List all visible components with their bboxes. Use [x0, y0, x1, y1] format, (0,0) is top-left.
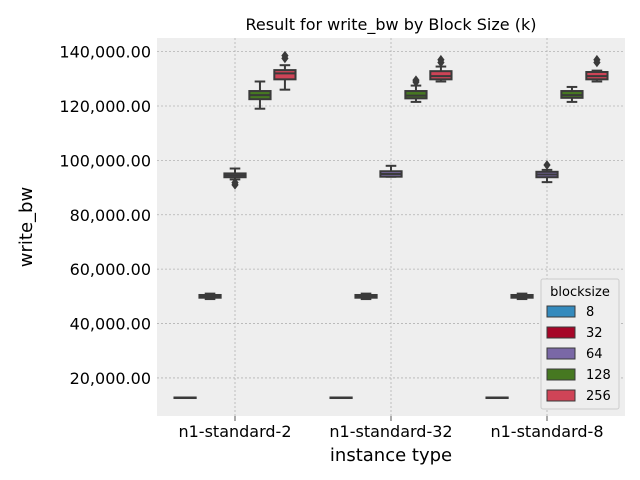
box-8-n1-standard-8 [485, 396, 509, 400]
legend-label-256: 256 [586, 389, 611, 404]
y-tick-label: 40,000.00 [70, 315, 151, 334]
legend-swatch-256 [546, 389, 576, 402]
box-32-n1-standard-8 [510, 292, 534, 301]
box-8-n1-standard-32 [329, 396, 353, 400]
box-32-n1-standard-32 [354, 292, 378, 301]
box-64-n1-standard-2 [223, 167, 247, 190]
legend-label-32: 32 [586, 326, 603, 341]
box-64-n1-standard-8 [535, 160, 559, 184]
x-tick-label: n1-standard-32 [329, 422, 452, 441]
legend-items: 8 32 64 128 256 [546, 305, 611, 404]
box-8-n1-standard-2 [173, 396, 197, 400]
chart-title: Result for write_bw by Block Size (k) [246, 15, 537, 35]
boxes [173, 50, 609, 400]
x-axis-ticks: n1-standard-2 n1-standard-32 n1-standard-8 [178, 416, 604, 441]
box-body [273, 69, 297, 81]
legend-label-8: 8 [586, 305, 594, 320]
box-256-n1-standard-32 [429, 54, 453, 83]
x-tick-label: n1-standard-2 [178, 422, 291, 441]
y-tick-label: 20,000.00 [70, 369, 151, 388]
box-128-n1-standard-2 [248, 80, 272, 110]
outlier-point [437, 54, 445, 65]
y-axis-ticks: 20,000.00 40,000.00 60,000.00 80,000.00 100,… [59, 43, 151, 388]
y-tick-label: 60,000.00 [70, 260, 151, 279]
outlier-point [543, 160, 551, 170]
box-256-n1-standard-8 [585, 54, 609, 83]
grid [157, 38, 625, 416]
legend-label-128: 128 [586, 368, 611, 383]
y-axis-label: write_bw [16, 187, 37, 267]
x-tick-label: n1-standard-8 [490, 422, 603, 441]
legend-swatch-8 [546, 305, 576, 318]
outlier-point [281, 50, 289, 61]
y-tick-label: 80,000.00 [70, 206, 151, 225]
box-256-n1-standard-2 [273, 50, 297, 91]
y-tick-label: 100,000.00 [59, 151, 151, 170]
y-tick-label: 140,000.00 [59, 43, 151, 62]
legend-swatch-64 [546, 347, 576, 360]
legend: blocksize 8 32 64 128 256 [540, 278, 620, 410]
legend-label-64: 64 [586, 347, 603, 362]
box-64-n1-standard-32 [379, 164, 403, 178]
y-tick-label: 120,000.00 [59, 97, 151, 116]
box-128-n1-standard-32 [404, 75, 428, 103]
box-128-n1-standard-8 [560, 85, 584, 103]
legend-swatch-32 [546, 326, 576, 339]
outlier-point [412, 75, 420, 85]
legend-title: blocksize [550, 285, 610, 300]
x-axis-label: instance type [330, 445, 452, 466]
outlier-point [231, 177, 239, 188]
legend-swatch-128 [546, 368, 576, 381]
outlier-point [593, 54, 601, 65]
box-32-n1-standard-2 [198, 292, 222, 301]
